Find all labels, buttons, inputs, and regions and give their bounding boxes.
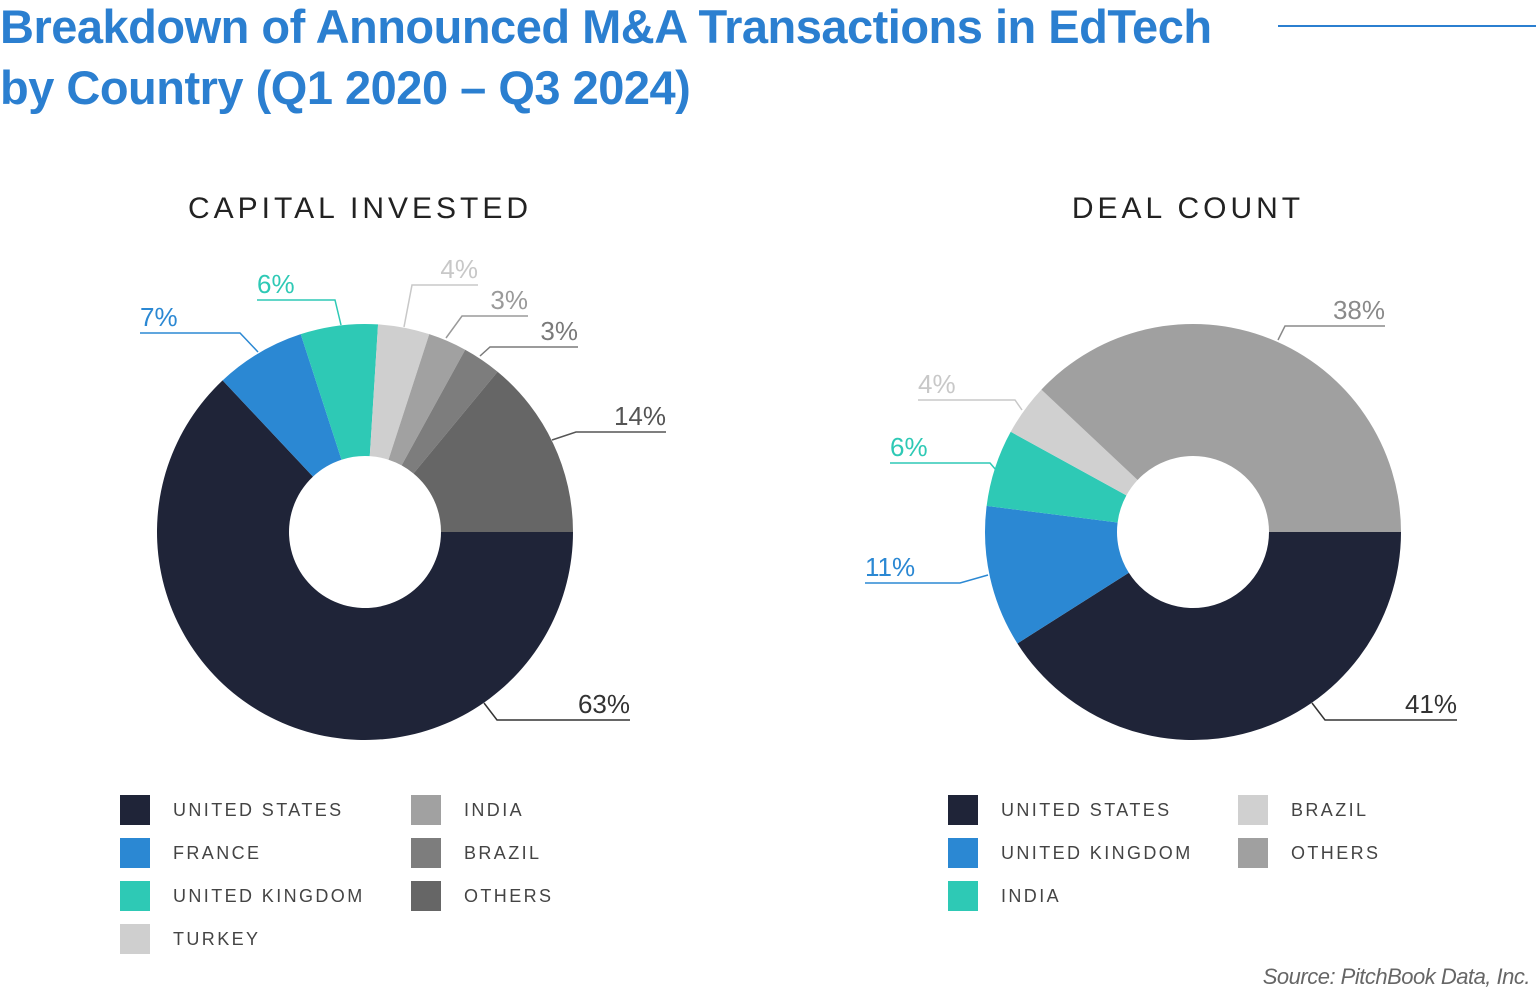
data-label: 4% (440, 254, 478, 284)
leader-line (140, 332, 259, 353)
data-label: 41% (1405, 689, 1457, 719)
title-line-1: Breakdown of Announced M&A Transactions … (0, 0, 1212, 53)
capital-invested-title: CAPITAL INVESTED (187, 192, 533, 225)
leader-line (918, 399, 1023, 411)
slice-brazil (401, 349, 498, 474)
leader-line (1311, 702, 1457, 721)
data-label: 14% (614, 401, 666, 431)
legend-item: TURKEY (120, 924, 260, 954)
legend-swatch (411, 838, 441, 868)
slice-others (1041, 324, 1401, 532)
legend-swatch (120, 838, 150, 868)
legend-label: INDIA (1001, 885, 1062, 906)
leader-line (403, 284, 478, 328)
legend-swatch (120, 924, 150, 954)
legend-item: INDIA (948, 881, 1061, 911)
legend-label: INDIA (464, 799, 525, 820)
slice-others (413, 371, 573, 532)
slice-brazil (1010, 389, 1138, 496)
title-rule (1278, 25, 1536, 27)
legend-label: UNITED STATES (1001, 799, 1172, 820)
legend-label: UNITED KINGDOM (1001, 842, 1193, 863)
data-label: 3% (490, 285, 528, 315)
data-label: 63% (578, 689, 630, 719)
legend-swatch (411, 881, 441, 911)
slice-turkey (369, 324, 430, 460)
deal-count-title: DEAL COUNT (1071, 192, 1305, 225)
legend-item: FRANCE (120, 838, 261, 868)
slice-france (222, 334, 342, 477)
leader-line (257, 299, 342, 326)
data-label: 4% (918, 369, 956, 399)
legend-swatch (411, 795, 441, 825)
data-label: 11% (865, 552, 915, 582)
slice-united-states (156, 380, 573, 741)
legend-item: OTHERS (1238, 838, 1380, 868)
slice-united-kingdom (300, 324, 379, 460)
data-label: 6% (257, 269, 295, 299)
legend-swatch (120, 881, 150, 911)
leader-line (445, 315, 528, 339)
leader-line (865, 574, 989, 584)
legend-label: OTHERS (464, 885, 554, 906)
legend-label: UNITED STATES (173, 799, 344, 820)
leader-line (890, 462, 997, 471)
legend-swatch (120, 795, 150, 825)
legend-item: OTHERS (411, 881, 553, 911)
leader-line (1277, 325, 1385, 341)
leader-line (483, 702, 630, 721)
legend-label: BRAZIL (464, 842, 542, 863)
leader-line (551, 431, 666, 441)
legend-label: UNITED KINGDOM (173, 885, 365, 906)
legend-item: UNITED STATES (948, 795, 1172, 825)
leader-line (479, 346, 578, 357)
slice-india (986, 431, 1127, 523)
legend-item: UNITED KINGDOM (120, 881, 365, 911)
legend-item: INDIA (411, 795, 524, 825)
slice-united-kingdom (985, 505, 1129, 644)
legend-swatch (948, 838, 978, 868)
legend-item: UNITED STATES (120, 795, 344, 825)
page-title: Breakdown of Announced M&A Transactions … (0, 0, 1212, 118)
legend-item: BRAZIL (1238, 795, 1368, 825)
slice-india (388, 334, 466, 466)
legend-swatch (1238, 795, 1268, 825)
legend-label: OTHERS (1291, 842, 1381, 863)
slice-united-states (1017, 532, 1401, 741)
title-line-2: by Country (Q1 2020 – Q3 2024) (0, 61, 691, 114)
legend-label: BRAZIL (1291, 799, 1369, 820)
donut-chart-1: 63% 7% 6% 4% 3% 3% 14% (140, 254, 666, 741)
legend-label: FRANCE (173, 842, 262, 863)
legend-swatch (948, 881, 978, 911)
data-label: 3% (540, 316, 578, 346)
data-label: 6% (890, 432, 928, 462)
legend-swatch (948, 795, 978, 825)
legend-item: BRAZIL (411, 838, 541, 868)
legend-item: UNITED KINGDOM (948, 838, 1193, 868)
data-label: 7% (140, 302, 178, 332)
legend-swatch (1238, 838, 1268, 868)
legend-label: TURKEY (173, 928, 261, 949)
data-label: 38% (1333, 295, 1385, 325)
source-note: Source: PitchBook Data, Inc. (1262, 964, 1531, 989)
donut-chart-2: 41% 11% 6% 4% 38% (865, 295, 1457, 741)
